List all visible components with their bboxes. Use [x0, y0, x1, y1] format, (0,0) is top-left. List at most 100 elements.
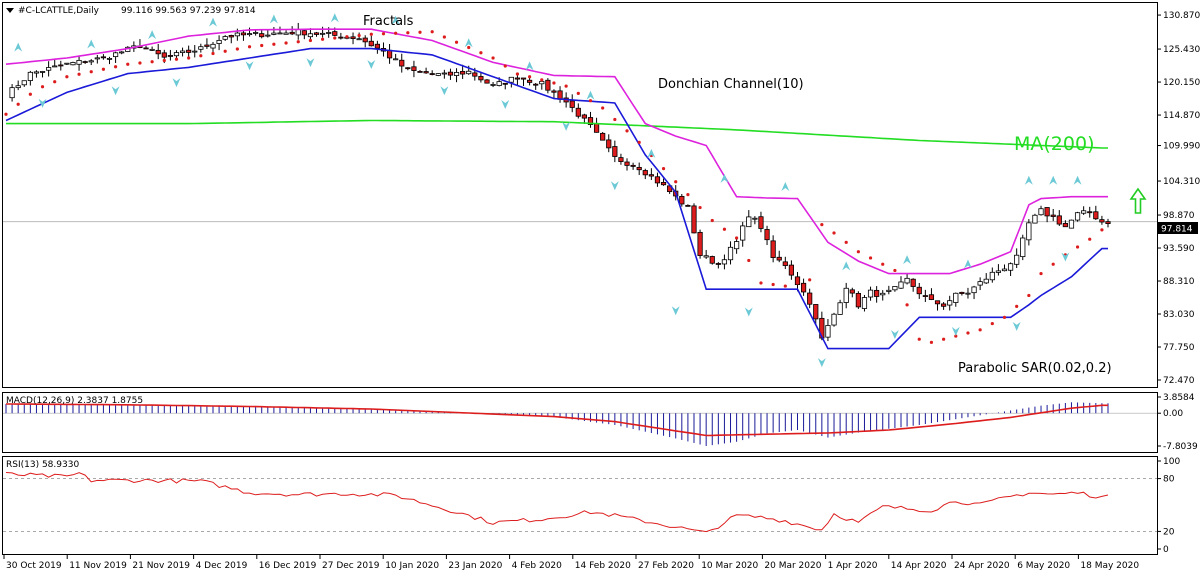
sar-point: [735, 236, 739, 240]
candle-body: [959, 291, 965, 294]
candle-body: [1068, 219, 1075, 229]
fractal-up-marker: [1049, 175, 1058, 185]
candle-body: [277, 32, 283, 35]
sar-point: [832, 231, 836, 235]
sar-point: [637, 140, 641, 144]
candle-body: [283, 32, 289, 35]
candle-body: [143, 47, 149, 50]
candle-body: [228, 35, 234, 38]
candle-body: [326, 32, 332, 34]
candle-body: [259, 33, 265, 38]
candle-body: [484, 79, 490, 84]
sar-point: [491, 56, 495, 60]
chart-header-symbol: #C-LCATTLE,Daily: [18, 6, 100, 16]
time-tick-label: 14 Apr 2020: [891, 561, 947, 571]
candle-body: [746, 216, 752, 228]
time-tick-label: 4 Dec 2019: [196, 561, 248, 571]
fractal-down-marker: [38, 98, 47, 108]
sar-point: [564, 84, 568, 88]
candle-body: [642, 170, 648, 176]
sar-point: [808, 278, 812, 282]
price-tick-label: 114.870: [1163, 111, 1200, 121]
candle-body: [861, 297, 868, 309]
candle-body: [1044, 207, 1050, 217]
fractal-up-marker: [720, 173, 729, 183]
sar-point: [1027, 293, 1031, 298]
fractal-down-marker: [744, 307, 753, 317]
sar-point: [467, 45, 471, 50]
sar-point: [856, 250, 860, 254]
candle-body: [977, 281, 983, 286]
candle-body: [490, 84, 496, 86]
sar-point: [418, 30, 422, 34]
sar-point: [954, 334, 958, 338]
candle-body: [453, 72, 460, 76]
candle-body: [441, 72, 447, 75]
candle-body: [429, 73, 435, 75]
candle-body: [691, 205, 697, 234]
candle-body: [630, 164, 636, 167]
sar-point: [247, 45, 252, 49]
sar-point: [503, 64, 507, 68]
sar-point: [1039, 271, 1043, 276]
candle-body: [916, 286, 922, 295]
sar-point: [430, 30, 434, 34]
candle-body: [1062, 223, 1068, 228]
candle-body: [100, 56, 107, 59]
candle-body: [1074, 212, 1081, 221]
sar-point: [625, 129, 629, 133]
candle-body: [313, 32, 320, 35]
sar-point: [820, 223, 824, 227]
candle-body: [466, 70, 472, 75]
fractal-down-marker: [306, 58, 315, 68]
fractal-up-marker: [647, 148, 656, 158]
sar-point: [588, 99, 593, 103]
candle-body: [478, 76, 484, 81]
sar-point: [272, 42, 276, 46]
candle-body: [904, 277, 910, 284]
sar-point: [528, 75, 532, 79]
candle-body: [417, 70, 423, 73]
sar-point: [101, 67, 106, 71]
up-arrow-icon: [1129, 187, 1147, 214]
candle-body: [947, 300, 953, 306]
candle-body: [88, 60, 94, 63]
time-tick-label: 6 May 2020: [1017, 561, 1070, 571]
fractal-down-marker: [245, 61, 254, 71]
candle-body: [831, 313, 837, 326]
sar-point: [284, 41, 288, 45]
sar-point: [28, 92, 32, 96]
candle-body: [167, 55, 173, 57]
candle-body: [186, 49, 192, 53]
sar-point: [138, 61, 142, 65]
candle-body: [715, 263, 721, 265]
candle-body: [648, 174, 654, 177]
candle-body: [1001, 268, 1008, 272]
fractal-up-marker: [963, 259, 972, 269]
candle-body: [502, 82, 508, 85]
candle-body: [764, 229, 770, 241]
candle-body: [800, 282, 807, 293]
macd-panel-frame: [2, 392, 1158, 453]
sar-point: [674, 180, 678, 184]
sar-point: [77, 72, 81, 76]
macd-plot-layer: [3, 402, 1157, 446]
sar-point: [747, 258, 751, 263]
candle-body: [520, 77, 527, 80]
sar-point: [187, 56, 191, 60]
fractal-down-marker: [440, 86, 449, 96]
candle-body: [892, 286, 898, 291]
candle-body: [240, 32, 247, 36]
price-plot-layer: [3, 13, 1157, 368]
fractal-up-marker: [1073, 175, 1082, 185]
candle-body: [179, 50, 186, 53]
sar-point: [1002, 315, 1007, 319]
fractal-up-marker: [391, 15, 400, 25]
sar-point: [868, 256, 873, 260]
candle-body: [734, 241, 740, 250]
fractal-down-marker: [562, 121, 571, 131]
fractal-down-marker: [951, 326, 960, 336]
candle-body: [234, 32, 240, 37]
candle-body: [210, 43, 216, 49]
